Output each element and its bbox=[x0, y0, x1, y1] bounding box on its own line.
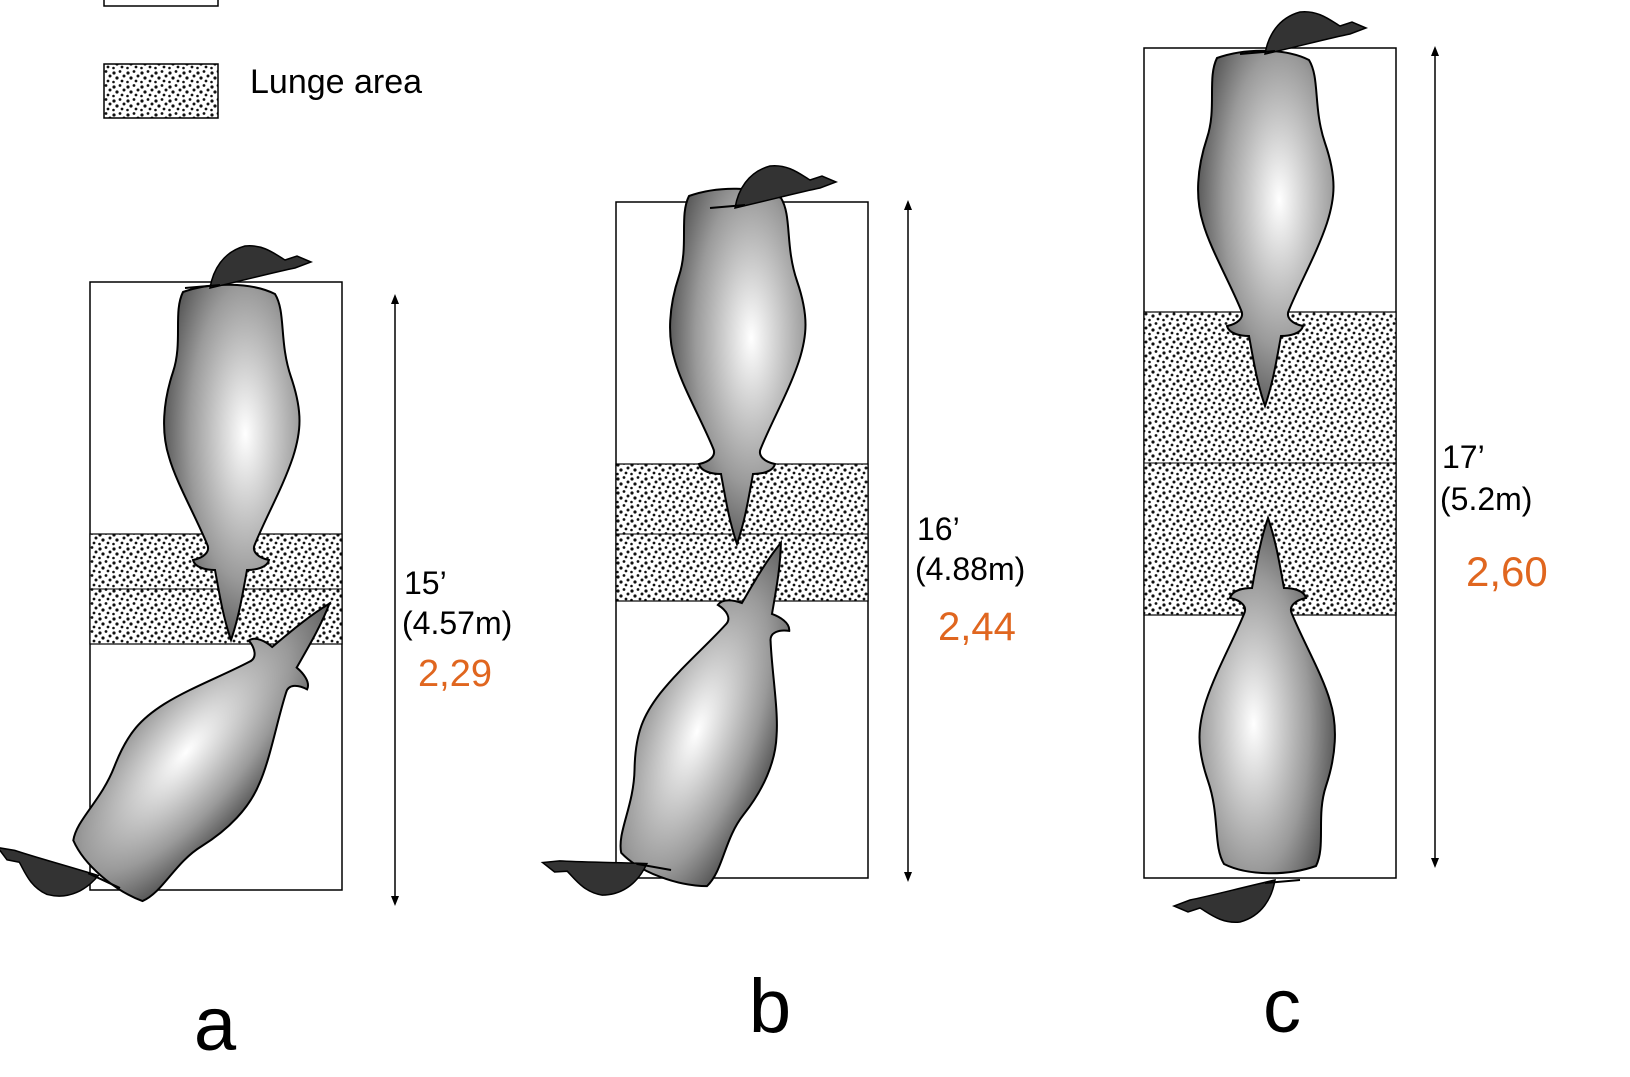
length-ft-b: 16’ bbox=[917, 511, 960, 547]
ratio-b: 2,44 bbox=[938, 605, 1016, 649]
panel-letter-b: b bbox=[749, 964, 791, 1049]
length-m-b: (4.88m) bbox=[915, 551, 1025, 587]
dimension-arrow-c bbox=[1431, 46, 1439, 868]
legend-lunge-label: Lunge area bbox=[250, 63, 422, 101]
panel-a: 15’ (4.57m) 2,29 a bbox=[0, 244, 512, 1067]
panel-letter-a: a bbox=[194, 982, 237, 1067]
panel-b: 16’ (4.88m) 2,44 b bbox=[537, 164, 1025, 1049]
length-m-c: (5.2m) bbox=[1440, 481, 1532, 517]
length-ft-c: 17’ bbox=[1442, 439, 1485, 475]
ratio-c: 2,60 bbox=[1466, 548, 1548, 595]
dimension-arrow-b bbox=[904, 200, 912, 882]
panel-c: 17’ (5.2m) 2,60 c bbox=[1143, 10, 1548, 1049]
legend-lunge-swatch bbox=[103, 63, 219, 119]
panel-letter-c: c bbox=[1263, 964, 1301, 1049]
length-m-a: (4.57m) bbox=[402, 605, 512, 641]
legend: Lunge area bbox=[103, 0, 422, 119]
length-ft-a: 15’ bbox=[404, 565, 447, 601]
legend-stall-swatch bbox=[103, 0, 219, 7]
hoof-bottom-c bbox=[1173, 879, 1301, 924]
ratio-a: 2,29 bbox=[418, 653, 492, 695]
dimension-arrow-a bbox=[391, 294, 399, 906]
